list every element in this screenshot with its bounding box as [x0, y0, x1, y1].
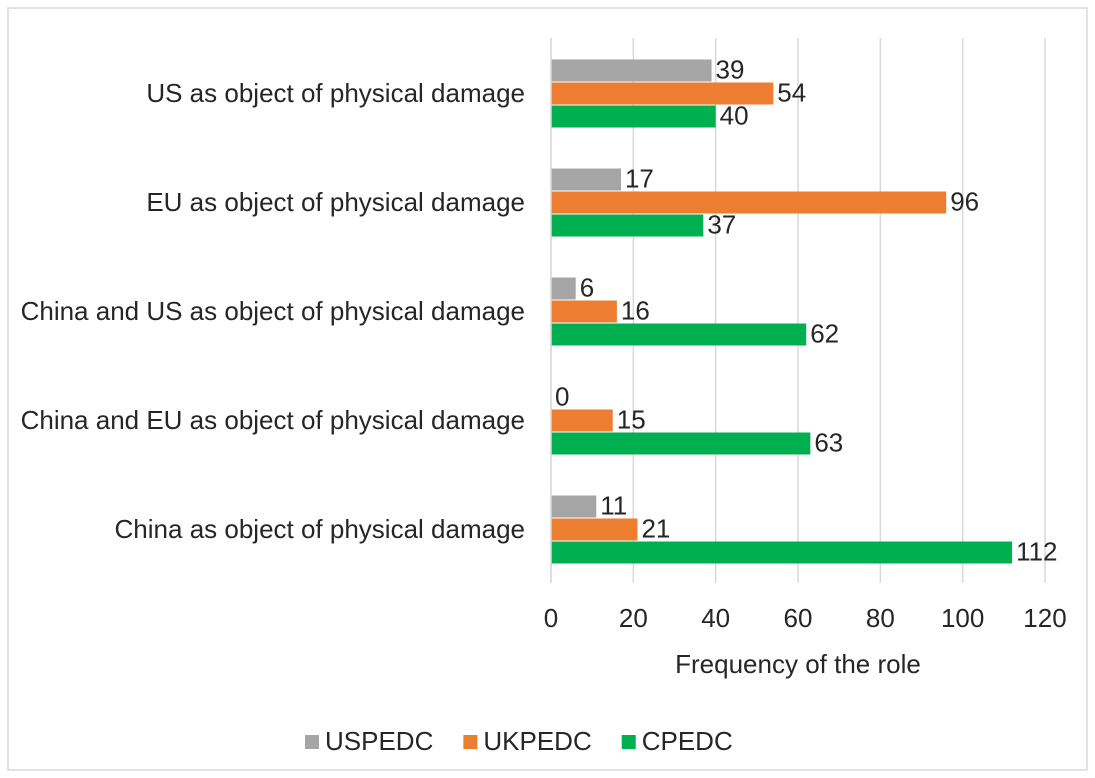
data-label: 16: [621, 295, 650, 325]
bar: [551, 168, 621, 191]
legend-swatch: [621, 735, 636, 749]
x-tick-label: 0: [544, 603, 558, 633]
data-label: 40: [720, 100, 749, 130]
x-tick-label: 40: [701, 603, 730, 633]
category-text: EU as object of physical damage: [146, 186, 525, 217]
data-label: 62: [810, 318, 839, 348]
y-tick-label: China as object of physical damage: [5, 489, 525, 569]
chart-border: [7, 7, 1088, 771]
data-label: 63: [814, 427, 843, 457]
bar: [551, 277, 576, 300]
legend-label: UKPEDC: [483, 726, 591, 756]
x-tick-label: 20: [619, 603, 648, 633]
data-label: 96: [950, 186, 979, 216]
x-tick-label: 80: [866, 603, 895, 633]
bar: [551, 82, 774, 105]
bar: [551, 432, 811, 455]
data-label: 11: [600, 490, 627, 520]
y-tick-label: China and US as object of physical damag…: [5, 271, 525, 351]
data-label: 112: [1016, 536, 1057, 566]
bar: [551, 541, 1013, 564]
category-text: China as object of physical damage: [114, 513, 525, 544]
bar: [551, 300, 617, 323]
bar: [551, 495, 597, 518]
bar: [551, 518, 638, 541]
bar: [551, 214, 704, 237]
data-label: 17: [625, 163, 654, 193]
y-tick-label: EU as object of physical damage: [5, 162, 525, 242]
data-label: 21: [641, 513, 670, 543]
legend-swatch: [463, 735, 478, 749]
x-tick-label: 60: [784, 603, 813, 633]
data-label: 15: [617, 404, 646, 434]
legend-swatch: [305, 735, 319, 749]
y-tick-label: China and EU as object of physical damag…: [5, 380, 525, 460]
x-tick-label: 100: [941, 603, 984, 633]
bar: [551, 191, 947, 214]
x-axis-title: Frequency of the role: [675, 649, 921, 679]
data-label: 6: [580, 272, 594, 302]
category-text: China and US as object of physical damag…: [20, 295, 525, 326]
legend-label: USPEDC: [325, 726, 433, 756]
data-label: 37: [707, 209, 736, 239]
y-tick-label: US as object of physical damage: [5, 53, 525, 133]
x-tick-label: 120: [1023, 603, 1066, 633]
bar: [551, 409, 613, 432]
bar: [551, 105, 716, 128]
data-label: 54: [777, 77, 806, 107]
category-text: China and EU as object of physical damag…: [20, 404, 525, 435]
legend-label: CPEDC: [642, 726, 733, 756]
bar: [551, 323, 807, 346]
data-label: 0: [555, 381, 569, 411]
data-label: 39: [716, 54, 745, 84]
bar: [551, 59, 712, 82]
category-text: US as object of physical damage: [146, 77, 525, 108]
